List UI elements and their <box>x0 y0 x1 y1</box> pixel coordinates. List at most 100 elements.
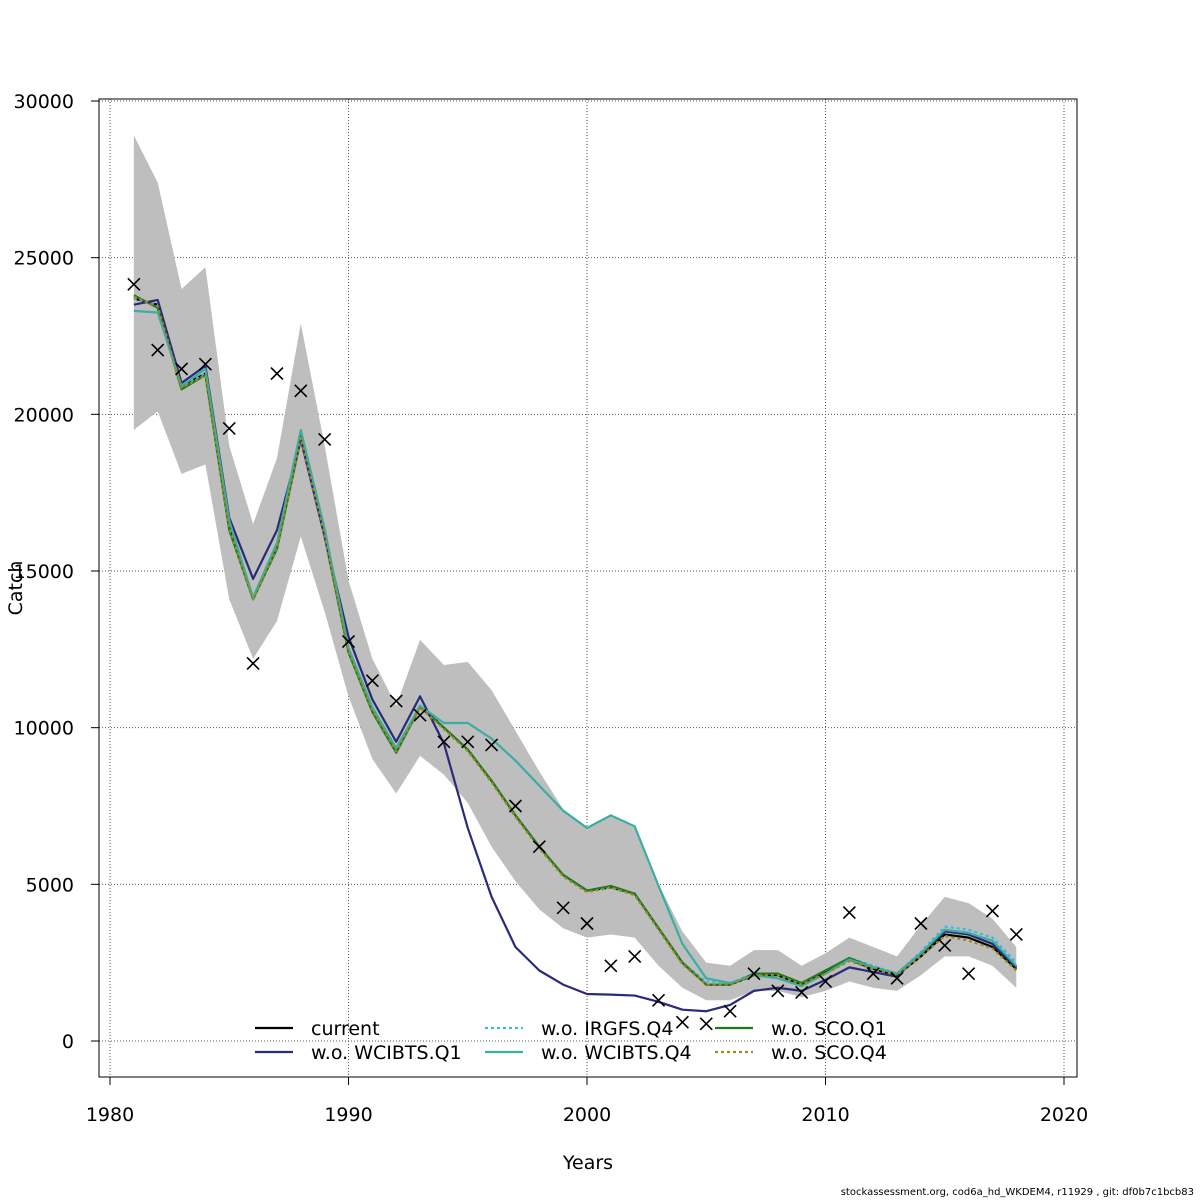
observation-stroke <box>866 967 880 981</box>
observation-point <box>174 362 189 376</box>
observation-stroke <box>437 735 451 749</box>
legend-label: w.o. IRGFS.Q4 <box>541 1018 673 1040</box>
observation-point <box>151 343 165 357</box>
observation-stroke <box>318 432 332 446</box>
observation-stroke <box>174 362 189 376</box>
series-line-w-o-wcibts-q4 <box>133 309 1018 988</box>
legend-label: w.o. WCIBTS.Q1 <box>311 1042 462 1064</box>
observation-point <box>628 949 642 963</box>
observation-stroke <box>341 634 356 649</box>
observation-stroke <box>246 656 260 670</box>
y-tick-label: 10000 <box>14 718 74 740</box>
legend-label: w.o. SCO.Q1 <box>771 1018 887 1040</box>
observation-stroke <box>699 1017 713 1031</box>
series-line-w-o-sco-q4 <box>133 295 1018 986</box>
observation-point <box>461 735 475 749</box>
observation-stroke <box>771 984 785 998</box>
observation-stroke <box>818 974 833 989</box>
legend-item-w-o-wcibts-q1: w.o. WCIBTS.Q1 <box>255 1042 462 1064</box>
observation-point <box>938 938 952 952</box>
observation-point <box>485 738 499 752</box>
observation-point <box>795 985 809 999</box>
observation-point <box>556 901 570 915</box>
observation-stroke <box>914 916 928 931</box>
observation-stroke <box>580 916 594 931</box>
observation-point <box>437 735 451 749</box>
legend-item-w-o-sco-q4: w.o. SCO.Q4 <box>715 1042 887 1064</box>
legend: current w.o. IRGFS.Q4 w.o. SCO.Q1 w.o. WCIB… <box>255 1018 887 1064</box>
observation-point <box>198 357 212 371</box>
observation-stroke <box>795 985 809 999</box>
observation-stroke <box>1009 927 1023 942</box>
observation-point <box>532 840 546 854</box>
x-tick-label: 1980 <box>86 1104 134 1126</box>
legend-label: current <box>311 1018 380 1040</box>
observation-point <box>818 974 833 989</box>
observation-stroke <box>461 735 475 749</box>
observed-catch-points <box>127 277 1023 1031</box>
observation-stroke <box>294 384 308 398</box>
observation-stroke <box>485 738 499 752</box>
observation-stroke <box>747 967 761 981</box>
observation-point <box>270 367 284 381</box>
observation-point <box>914 916 928 931</box>
y-tick-label: 25000 <box>14 248 74 270</box>
observation-point <box>341 634 356 649</box>
legend-label: w.o. SCO.Q4 <box>771 1042 887 1064</box>
y-tick-label: 5000 <box>26 874 74 896</box>
observation-point <box>604 959 618 973</box>
series-line-w-o-wcibts-q1 <box>133 298 1018 1013</box>
x-tick-label: 2000 <box>563 1104 611 1126</box>
observation-point <box>651 993 666 1007</box>
observation-point <box>675 1015 689 1029</box>
observation-stroke <box>151 343 165 357</box>
observation-stroke <box>198 357 212 371</box>
x-tick-label: 2010 <box>801 1104 849 1126</box>
observation-stroke <box>890 971 904 985</box>
observation-stroke <box>604 959 618 973</box>
x-axis-title: Years <box>562 1152 613 1174</box>
x-tick-label: 1990 <box>324 1104 372 1126</box>
legend-item-current: current <box>255 1018 380 1040</box>
observation-stroke <box>985 904 1000 918</box>
observation-stroke <box>508 799 523 813</box>
axes: 1980 1990 2000 2010 2020 0 5000 10000 15000 20000… <box>14 91 1089 1126</box>
observation-stroke <box>532 840 546 854</box>
observation-point <box>508 799 523 813</box>
observation-point <box>890 971 904 985</box>
legend-item-w-o-wcibts-q4: w.o. WCIBTS.Q4 <box>485 1042 692 1064</box>
observation-stroke <box>389 694 403 708</box>
legend-item-w-o-irgfs-q4: w.o. IRGFS.Q4 <box>485 1018 673 1040</box>
observation-stroke <box>938 938 952 952</box>
y-axis-title: Catch <box>5 561 27 616</box>
observation-point <box>294 384 308 398</box>
observation-point <box>985 904 1000 918</box>
observation-point <box>413 708 427 722</box>
observation-stroke <box>413 708 427 722</box>
observation-stroke <box>675 1015 689 1029</box>
observation-stroke <box>270 367 284 381</box>
observation-point <box>747 967 761 981</box>
observation-point <box>365 674 379 688</box>
observation-point <box>1009 927 1023 942</box>
y-tick-label: 15000 <box>14 561 74 583</box>
y-tick-label: 0 <box>62 1031 74 1053</box>
observation-point <box>771 984 785 998</box>
legend-label: w.o. WCIBTS.Q4 <box>541 1042 692 1064</box>
observation-point <box>222 421 236 435</box>
observation-stroke <box>222 421 236 435</box>
observation-stroke <box>365 674 379 688</box>
observation-stroke <box>628 949 642 963</box>
observation-point <box>318 432 332 446</box>
y-tick-label: 30000 <box>14 91 74 113</box>
footer-credit: stockassessment.org, cod6a_hd_WKDEM4, r1… <box>840 1187 1194 1198</box>
observation-stroke <box>127 277 141 291</box>
observation-stroke <box>842 905 856 920</box>
observation-point <box>962 967 976 981</box>
observation-stroke <box>556 901 570 915</box>
confidence-band <box>133 135 1017 1001</box>
observation-stroke <box>723 1004 737 1018</box>
y-tick-label: 20000 <box>14 404 74 426</box>
observation-stroke <box>651 993 666 1007</box>
